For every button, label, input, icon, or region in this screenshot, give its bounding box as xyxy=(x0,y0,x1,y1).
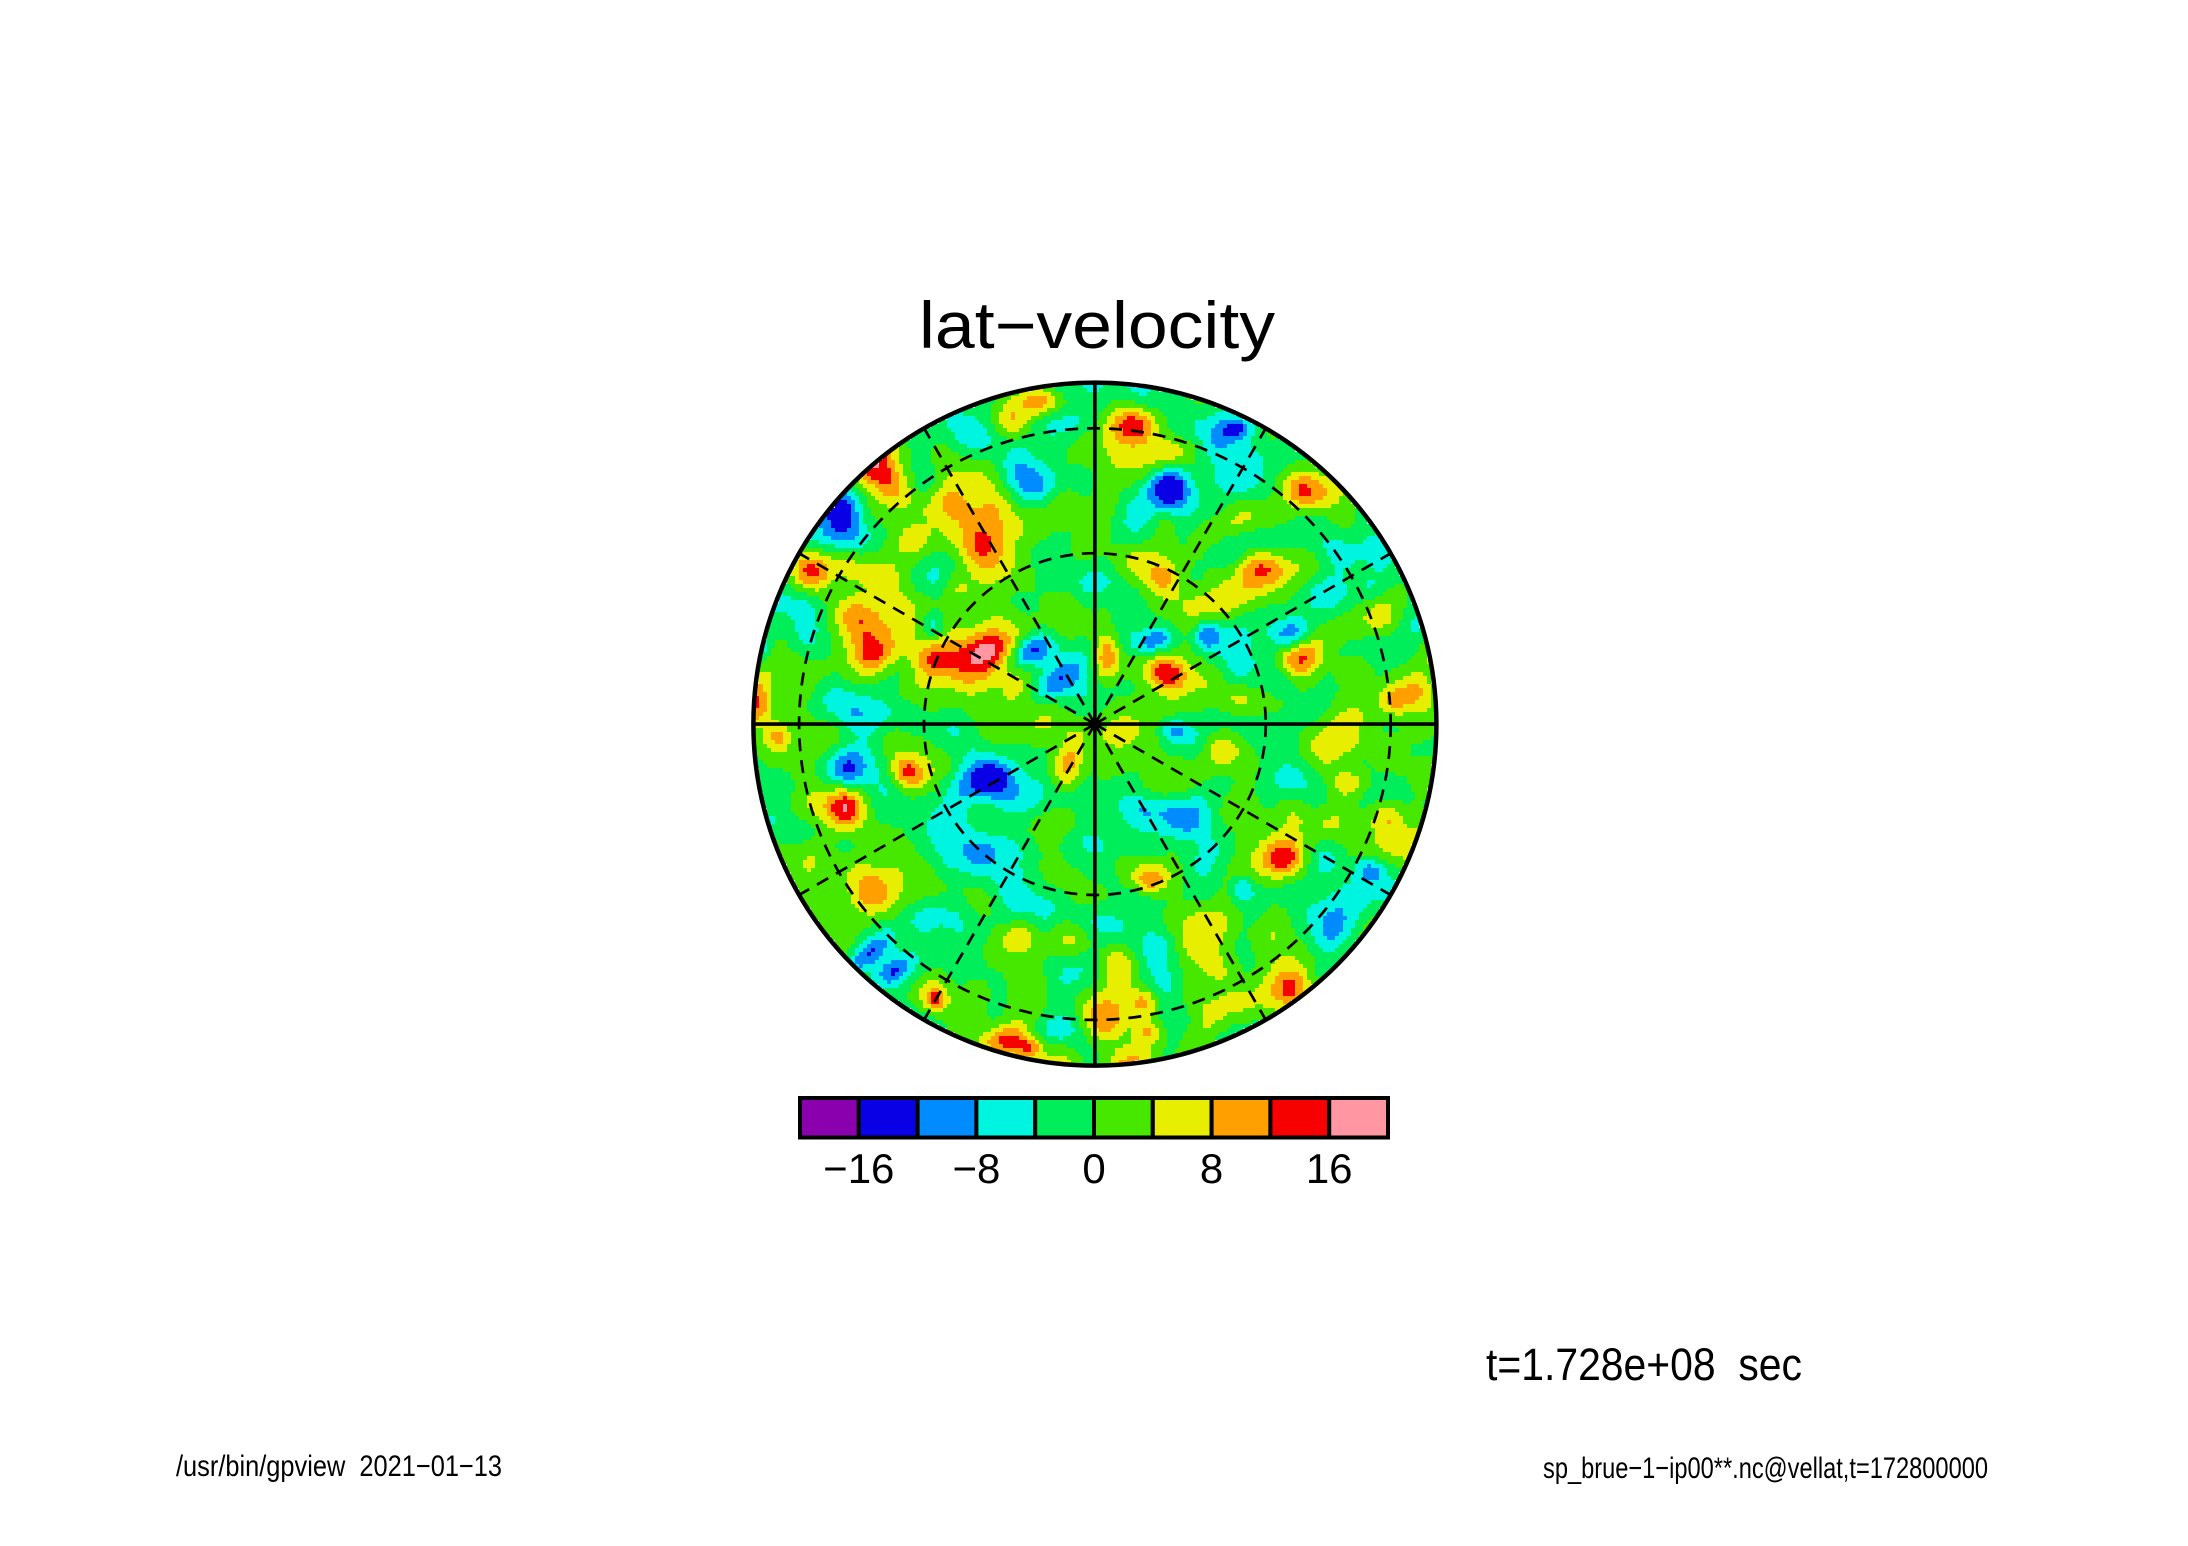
svg-text:−8: −8 xyxy=(952,1145,1000,1192)
svg-text:0: 0 xyxy=(1082,1145,1105,1192)
svg-text:16: 16 xyxy=(1306,1145,1353,1192)
svg-text:t=1.728e+08 sec: t=1.728e+08 sec xyxy=(1486,1339,1802,1390)
svg-text:lat−velocity: lat−velocity xyxy=(919,288,1275,362)
svg-text:8: 8 xyxy=(1200,1145,1223,1192)
svg-text:/usr/bin/gpview 2021−01−13: /usr/bin/gpview 2021−01−13 xyxy=(176,1450,502,1483)
svg-text:sp_brue−1−ip00**.nc@vellat,t=1: sp_brue−1−ip00**.nc@vellat,t=172800000 xyxy=(1543,1452,1988,1485)
svg-text:−16: −16 xyxy=(823,1145,894,1192)
